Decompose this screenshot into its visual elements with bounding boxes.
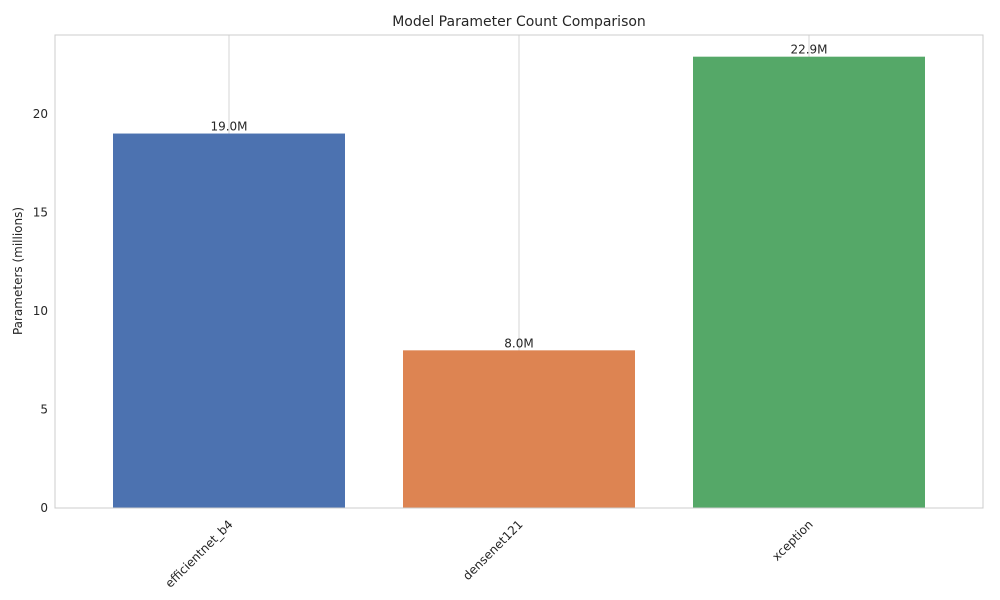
x-tick-label: densenet121 [460, 517, 526, 583]
x-tick-label: xception [769, 517, 815, 563]
x-tick-label: efficientnet_b4 [162, 517, 235, 590]
y-tick-label: 20 [33, 107, 48, 121]
y-tick-label: 5 [40, 402, 48, 416]
bar-value-label: 8.0M [504, 336, 533, 350]
y-tick-label: 10 [33, 304, 48, 318]
bar-value-label: 19.0M [210, 120, 247, 134]
chart-title: Model Parameter Count Comparison [392, 14, 646, 30]
bar-efficientnet_b4 [113, 133, 345, 508]
bar-value-labels: 19.0M 8.0M 22.9M [210, 43, 827, 351]
bar-value-label: 22.9M [790, 43, 827, 57]
bar-xception [693, 56, 925, 508]
bar-densenet121 [403, 350, 635, 508]
x-axis-ticks: efficientnet_b4 densenet121 xception [162, 517, 815, 590]
y-tick-label: 15 [33, 205, 48, 219]
bars [113, 56, 925, 508]
y-tick-label: 0 [40, 501, 48, 515]
y-axis-label: Parameters (millions) [11, 207, 25, 335]
plot-frame [54, 34, 984, 509]
y-axis-ticks: 0 5 10 15 20 [33, 107, 48, 515]
